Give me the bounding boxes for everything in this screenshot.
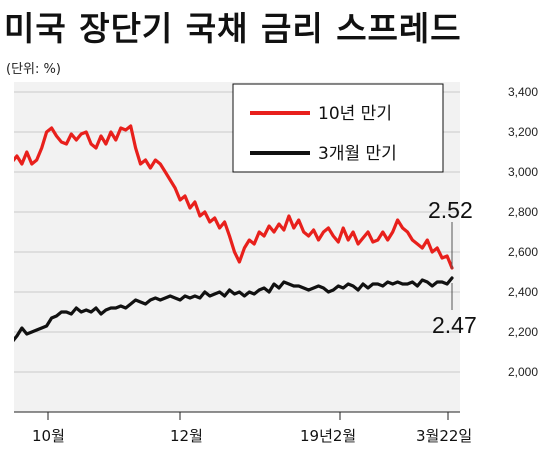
y-tick-label: 2,000: [508, 365, 538, 379]
y-tick-label: 2,600: [508, 245, 538, 259]
legend-box: [232, 83, 444, 173]
legend-label-10y: 10년 만기: [318, 104, 392, 124]
x-tick-label: 19년2월: [300, 427, 356, 445]
x-axis: 10월 12월 19년2월 3월22일: [14, 411, 472, 445]
y-axis: 2,000 2,200 2,400 2,600 2,800 3,000 3,200 3,400: [508, 85, 538, 379]
y-tick-label: 2,800: [508, 205, 538, 219]
y-tick-label: 3,200: [508, 125, 538, 139]
annotation-10y-end: 2.52: [428, 197, 473, 223]
series-line-10y: [14, 124, 454, 270]
y-tick-label: 3,000: [508, 165, 538, 179]
legend-label-3m: 3개월 만기: [318, 144, 397, 164]
unit-label: (단위: %): [6, 62, 61, 77]
x-tick-label: 10월: [32, 427, 65, 445]
series-line-3m: [14, 276, 454, 343]
x-tick-label: 12월: [170, 427, 203, 445]
series-group: [14, 124, 454, 343]
y-tick-label: 3,400: [508, 85, 538, 99]
y-tick-label: 2,400: [508, 285, 538, 299]
x-tick-label: 3월22일: [416, 427, 472, 445]
chart-title: 미국 장단기 국채 금리 스프레드: [4, 9, 462, 48]
y-tick-label: 2,200: [508, 325, 538, 339]
annotation-3m-end: 2.47: [432, 312, 477, 338]
legend: 10년 만기 3개월 만기: [232, 83, 444, 173]
